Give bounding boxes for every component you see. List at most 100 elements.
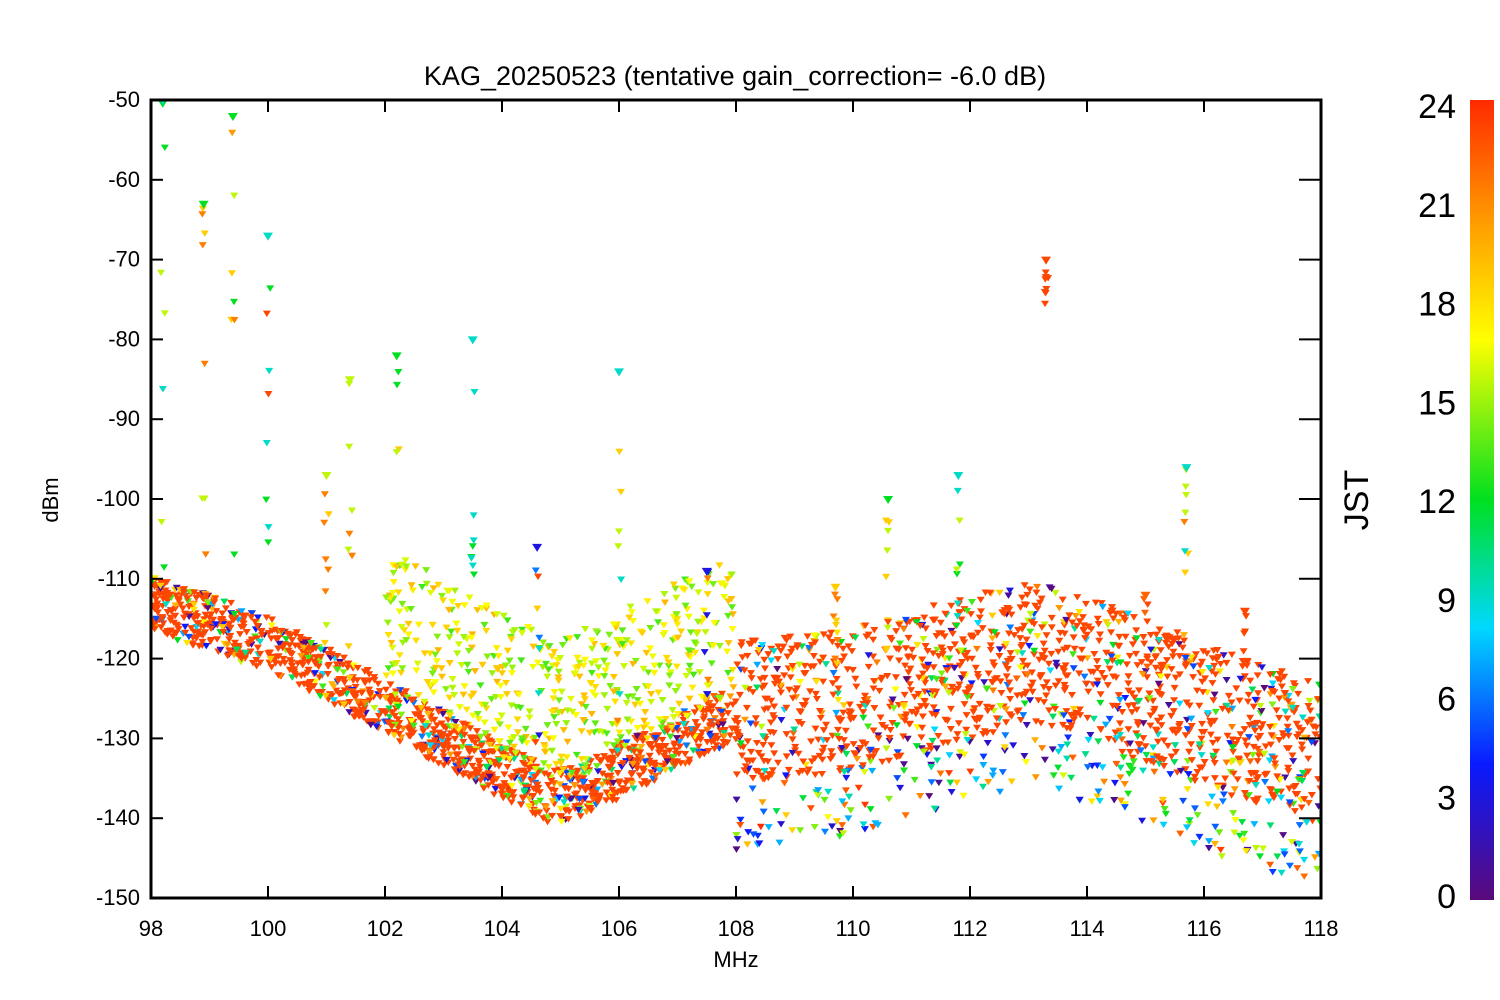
noise-floor-point — [773, 666, 782, 673]
noise-floor-point — [450, 735, 459, 743]
noise-floor-point — [1205, 664, 1214, 672]
noise-floor-point — [449, 756, 458, 764]
noise-floor-point — [630, 748, 639, 755]
noise-floor-point — [969, 634, 978, 641]
noise-floor-point — [1083, 714, 1092, 722]
low-outlier-point — [945, 752, 954, 759]
noise-floor-point — [1245, 721, 1254, 729]
noise-floor-point — [1198, 678, 1207, 686]
emission-point — [644, 683, 653, 691]
noise-floor-point — [434, 760, 443, 767]
emission-point — [504, 724, 513, 731]
signal-point — [531, 567, 540, 574]
noise-floor-point — [1067, 722, 1076, 729]
noise-floor-point — [905, 653, 914, 660]
noise-floor-point — [723, 702, 732, 710]
signal-point — [1181, 483, 1190, 491]
noise-floor-point — [1257, 664, 1266, 671]
low-outlier-point — [828, 823, 837, 830]
emission-point — [671, 585, 680, 593]
noise-floor-point — [989, 659, 998, 666]
emission-point — [433, 633, 442, 641]
noise-floor-point — [694, 743, 703, 751]
noise-floor-point — [1210, 717, 1219, 725]
noise-floor-point — [918, 724, 927, 732]
signal-point — [262, 310, 271, 318]
noise-floor-point — [759, 733, 768, 740]
noise-floor-point — [323, 671, 332, 678]
noise-floor-point — [503, 792, 512, 800]
low-outlier-point — [1110, 797, 1119, 804]
x-axis-label: MHz — [713, 947, 758, 972]
noise-floor-point — [239, 620, 248, 627]
noise-floor-point — [326, 646, 335, 654]
emission-point — [404, 620, 413, 628]
noise-floor-point — [788, 695, 797, 702]
signal-point — [1041, 300, 1050, 308]
low-outlier-point — [846, 807, 855, 814]
noise-floor-point — [710, 737, 719, 744]
noise-floor-point — [1014, 707, 1023, 714]
low-outlier-point — [1295, 841, 1304, 848]
emission-point — [699, 607, 708, 615]
noise-floor-point — [1093, 665, 1102, 672]
noise-floor-point — [1047, 722, 1056, 730]
noise-floor-point — [1187, 715, 1196, 722]
emission-point — [672, 594, 681, 602]
noise-floor-point — [458, 743, 467, 751]
noise-floor-point — [484, 770, 493, 777]
emission-point — [655, 662, 664, 669]
noise-floor-point — [852, 683, 861, 690]
signal-peak-point — [321, 472, 332, 481]
noise-floor-point — [1039, 684, 1048, 691]
noise-floor-point — [327, 651, 336, 658]
noise-floor-point — [776, 647, 785, 655]
noise-floor-point — [986, 642, 995, 649]
signal-point — [613, 747, 622, 754]
emission-point — [513, 716, 522, 723]
noise-floor-point — [336, 690, 345, 697]
noise-floor-point — [1155, 760, 1164, 768]
noise-floor-point — [572, 790, 581, 797]
noise-floor-point — [339, 661, 348, 668]
signal-point — [617, 576, 626, 583]
noise-floor-point — [1072, 709, 1081, 717]
noise-floor-point — [1006, 624, 1015, 631]
noise-floor-point — [1034, 697, 1043, 704]
noise-floor-point — [800, 662, 809, 670]
noise-floor-point — [340, 687, 349, 694]
noise-floor-point — [397, 711, 406, 719]
x-tick-label: 108 — [718, 916, 755, 941]
noise-floor-point — [1012, 675, 1021, 682]
noise-floor-point — [482, 763, 491, 771]
noise-floor-point — [946, 705, 955, 713]
noise-floor-point — [1017, 643, 1026, 651]
noise-floor-point — [316, 646, 325, 654]
noise-floor-point — [207, 611, 216, 618]
noise-floor-point — [1266, 671, 1275, 678]
noise-floor-point — [983, 707, 992, 715]
noise-floor-point — [1277, 683, 1286, 690]
noise-floor-point — [968, 734, 977, 741]
noise-floor-point — [1133, 733, 1142, 740]
noise-floor-point — [905, 721, 914, 728]
noise-floor-point — [770, 703, 779, 710]
noise-floor-point — [891, 674, 900, 681]
noise-floor-point — [793, 644, 802, 651]
noise-floor-point — [675, 743, 684, 751]
noise-floor-point — [592, 753, 601, 761]
noise-floor-point — [703, 726, 712, 734]
noise-floor-point — [304, 666, 313, 674]
emission-point — [474, 716, 483, 723]
y-tick-label: -130 — [96, 725, 140, 750]
emission-point — [625, 614, 634, 621]
noise-floor-point — [811, 690, 820, 698]
signal-point — [1238, 657, 1247, 665]
noise-floor-point — [1129, 614, 1138, 621]
noise-floor-point — [1139, 735, 1148, 742]
noise-floor-point — [500, 780, 509, 787]
emission-point — [529, 643, 538, 651]
noise-floor-point — [1134, 687, 1143, 694]
emission-point — [592, 763, 601, 770]
noise-floor-point — [1151, 654, 1160, 661]
